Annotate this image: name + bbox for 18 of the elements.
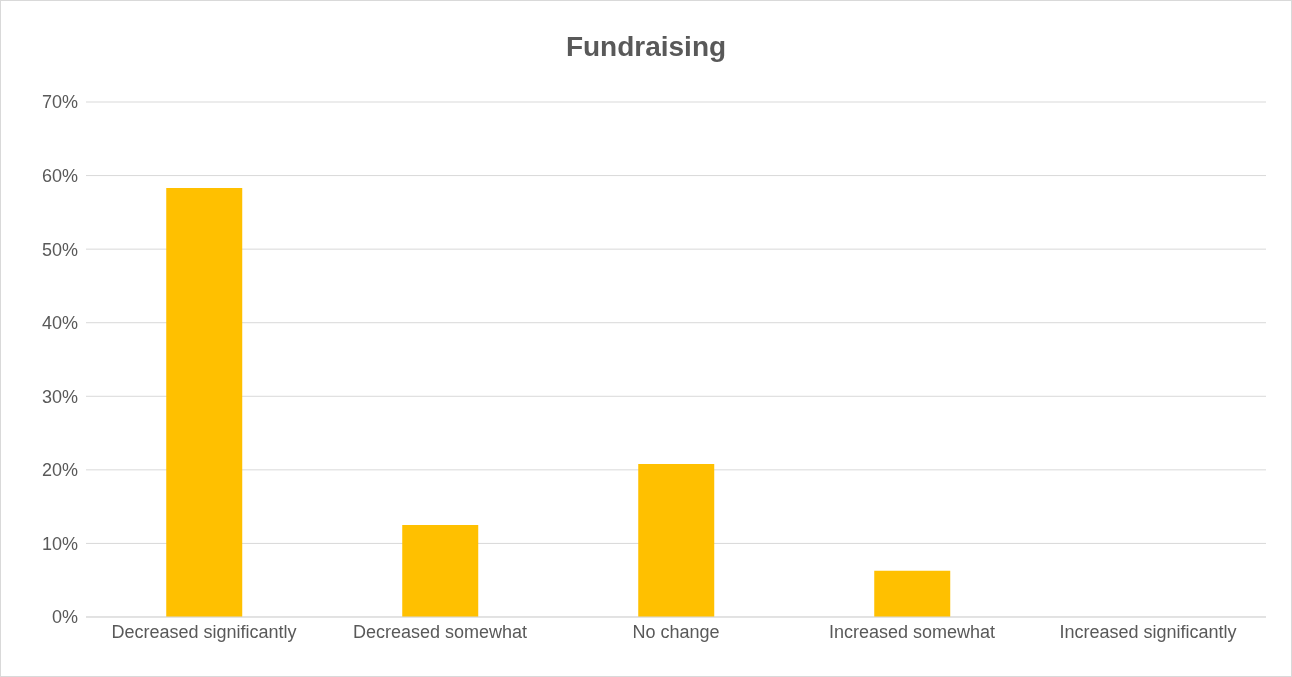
bar: [638, 463, 715, 617]
x-tick-label: No change: [632, 621, 720, 642]
bar: [874, 570, 951, 617]
y-tick-label: 70%: [41, 92, 78, 113]
chart-title: Fundraising: [564, 31, 728, 63]
y-tick-label: 40%: [41, 313, 78, 334]
x-tick-label: Decreased somewhat: [352, 621, 528, 642]
x-tick-label: Increased significantly: [1059, 621, 1237, 642]
x-tick-label: Increased somewhat: [828, 621, 996, 642]
y-tick-label: 0%: [51, 607, 78, 628]
y-tick-label: 30%: [41, 386, 78, 407]
y-tick-label: 20%: [41, 460, 78, 481]
x-tick-label: Decreased significantly: [111, 621, 297, 642]
y-tick-label: 60%: [41, 165, 78, 186]
y-tick-label: 50%: [41, 239, 78, 260]
bar: [166, 188, 243, 617]
bar: [402, 525, 479, 617]
y-tick-label: 10%: [41, 533, 78, 554]
